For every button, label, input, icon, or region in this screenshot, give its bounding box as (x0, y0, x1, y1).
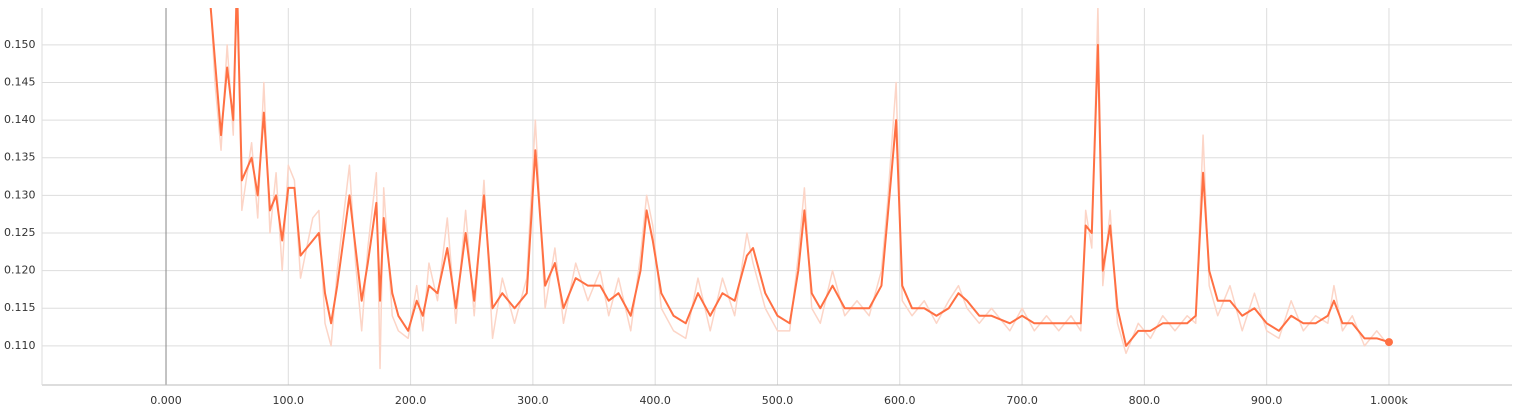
x-tick-label: 0.000 (150, 394, 182, 407)
x-tick-label: 400.0 (639, 394, 671, 407)
y-tick-label: 0.135 (4, 151, 36, 164)
x-tick-label: 200.0 (395, 394, 427, 407)
x-tick-label: 100.0 (273, 394, 305, 407)
x-tick-label: 300.0 (517, 394, 549, 407)
y-tick-label: 0.145 (4, 75, 36, 88)
y-tick-label: 0.115 (4, 301, 36, 314)
x-tick-label: 700.0 (1006, 394, 1038, 407)
series-line (210, 8, 1390, 370)
y-tick-label: 0.130 (4, 188, 36, 201)
y-tick-label: 0.125 (4, 226, 36, 239)
x-tick-label: 1.000k (1370, 394, 1408, 407)
x-tick-label: 600.0 (884, 394, 916, 407)
y-tick-label: 0.150 (4, 38, 36, 51)
y-tick-label: 0.120 (4, 264, 36, 277)
y-tick-label: 0.140 (4, 113, 36, 126)
y-tick-label: 0.110 (4, 339, 36, 352)
end-point (1384, 338, 1393, 347)
x-tick-label: 800.0 (1129, 394, 1161, 407)
x-tick-label: 900.0 (1251, 394, 1283, 407)
series-line (209, 8, 1390, 347)
plot-area (209, 8, 1390, 370)
x-tick-label: 500.0 (762, 394, 794, 407)
